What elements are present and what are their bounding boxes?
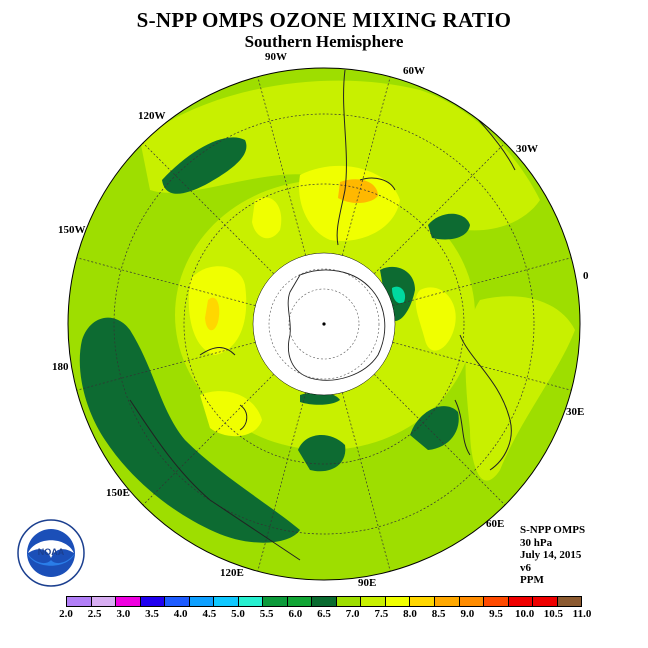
colorbar [66,596,582,607]
colorbar-segment [484,597,509,606]
lon-label-120w: 120W [138,110,166,122]
colorbar-segment [263,597,288,606]
meridian-line [76,257,256,306]
info-units: PPM [520,574,544,586]
colorbar-segment [336,597,362,606]
page-title: S-NPP OMPS OZONE MIXING RATIO [136,8,512,32]
lon-label-0: 0 [583,270,589,282]
colorbar-tick-label: 5.0 [231,608,245,620]
colorbar-segment [533,597,558,606]
colorbar-tick-label: 10.5 [543,608,563,620]
meridian-line [392,257,572,306]
pole-graticule [268,268,380,380]
meridian-line [142,142,275,275]
colorbar-tick-label: 6.5 [317,608,331,620]
colorbar-tick-label: 10.0 [515,608,535,620]
lon-label-30w: 30W [516,143,538,155]
info-level: 30 hPa [520,536,553,549]
lon-label-90w: 90W [265,51,287,63]
colorbar-segment [508,597,534,606]
colorbar-tick-label: 7.0 [345,608,360,620]
ozone-contour-8-5 [338,179,378,204]
lon-label-120e: 120E [220,567,244,579]
ozone-contour-7-5 [140,80,540,231]
colorbar-tick-label: 11.0 [572,608,592,620]
colorbar-tick-label: 8.0 [403,608,417,620]
ozone-contour-7-5 [465,296,575,481]
colorbar-tick-label: 3.5 [145,608,159,620]
lon-label-60w: 60W [403,65,425,77]
meridian-line [257,76,306,256]
ozone-contour-7 [410,406,459,450]
colorbar-segment [165,597,190,606]
colorbar-segment [91,597,117,606]
noaa-logo: NOAA [17,519,85,587]
colorbar-segment [116,597,141,606]
colorbar-segment [214,597,239,606]
colorbar-tick-label: 9.0 [460,608,475,620]
ozone-contour-8 [252,197,282,239]
longitude-labels: 90W 60W 30W 0 30E 60E 90E 120E 150E 180 … [52,51,589,589]
lon-label-180: 180 [52,361,69,373]
ozone-contour-7 [298,434,346,472]
colorbar-segment [385,597,411,606]
colorbar-segment [434,597,460,606]
meridian-line [373,142,506,275]
colorbar-segment [287,597,313,606]
colorbar-segment [361,597,386,606]
ozone-contour-7 [428,213,470,240]
logo-text: NOAA [38,547,65,557]
colorbar-segment [140,597,166,606]
colorbar-tick-label: 4.0 [173,608,188,620]
map-border [67,67,581,581]
colorbar-segment [410,597,435,606]
colorbar-tick-label: 8.5 [431,608,446,620]
ozone-contour-8-5 [205,297,220,331]
colorbar-ticks: 2.0 2.5 3.0 3.5 4.0 4.5 5.0 5.5 6.0 6.5 7.0 7.5 8.0 8… [59,608,591,624]
info-version: v6 [520,561,531,574]
colorbar-tick-label: 5.5 [259,608,274,620]
south-pole-marker [322,322,326,326]
ozone-contour-7 [300,392,340,405]
page-subtitle: Southern Hemisphere [244,32,404,51]
meridian-lines [76,76,572,572]
meridian-line [342,392,391,572]
colorbar-segment [67,597,92,606]
colorbar-segment [238,597,264,606]
colorbar-tick-label: 2.5 [87,608,102,620]
ozone-contour-8 [415,287,456,351]
colorbar-tick-label: 2.0 [59,608,73,620]
meridian-line [142,373,275,506]
meridian-line [76,342,256,391]
meridian-line [373,373,506,506]
lon-label-60e: 60E [486,518,504,530]
colorbar-tick-label: 3.0 [116,608,131,620]
product-info: S-NPP OMPS 30 hPa July 14, 2015 v6 PPM [520,524,585,587]
antarctica-coastline [287,269,386,381]
ozone-contour-8 [200,391,262,437]
ozone-contour-6-5 [392,286,406,304]
info-instrument: S-NPP OMPS [520,524,586,536]
ozone-contour-8 [299,165,400,241]
lon-label-30e: 30E [566,406,584,418]
lon-label-90e: 90E [358,577,376,589]
ozone-contour-7 [79,317,300,543]
info-date: July 14, 2015 [520,549,582,561]
meridian-line [342,76,391,256]
colorbar-segment [557,597,582,606]
ozone-contour-7 [162,137,247,194]
colorbar-segment [189,597,215,606]
colorbar-tick-label: 9.5 [489,608,503,620]
colorbar-tick-label: 6.0 [288,608,303,620]
colorbar-tick-label: 4.5 [202,608,217,620]
colorbar-segment [459,597,485,606]
lon-label-150e: 150E [106,487,130,499]
meridian-line [392,342,572,391]
colorbar-segment [312,597,337,606]
meridian-line [257,392,306,572]
lon-label-150w: 150W [58,224,86,236]
colorbar-tick-label: 7.5 [374,608,389,620]
